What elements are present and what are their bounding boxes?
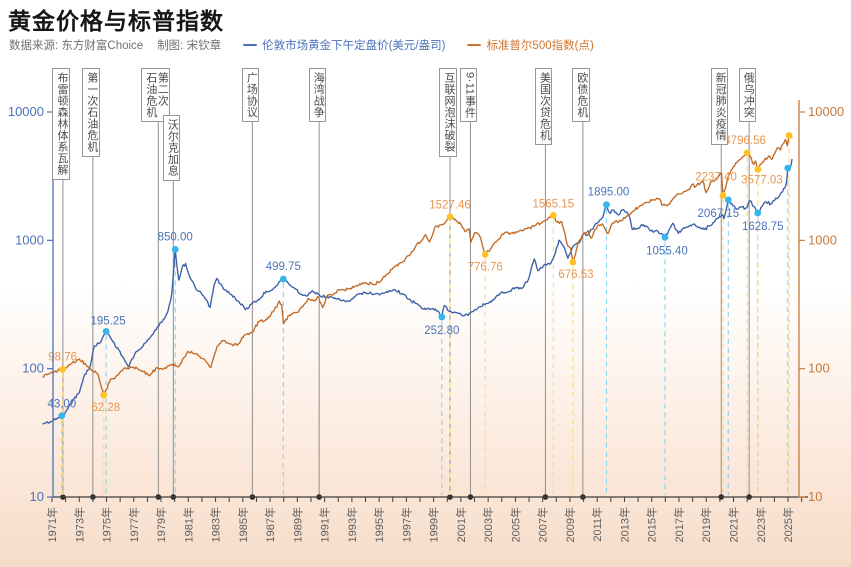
gold-marker-dot (102, 327, 110, 335)
gold-marker-dot (58, 412, 66, 420)
sp500-marker-dot (59, 365, 67, 373)
x-tick-label: 1971年 (45, 507, 59, 542)
gold-marker-dot (724, 196, 732, 204)
y-left-tick-label: 100 (22, 361, 44, 376)
value-label: 2067.15 (698, 208, 740, 220)
gold-marker-dot (279, 275, 287, 283)
x-tick-label: 1985年 (236, 507, 250, 542)
x-tick-label: 2005年 (508, 507, 522, 542)
value-label: 676.53 (558, 269, 593, 281)
gold-legend-label: 伦敦市场黄金下午定盘价(美元/盎司) (262, 40, 446, 52)
series-lines-layer (42, 134, 793, 425)
value-label: 1527.46 (429, 200, 471, 212)
y-right-tick-label: 100 (808, 361, 830, 376)
x-tick-label: 2017年 (672, 507, 686, 542)
gold-marker-dot (603, 201, 610, 209)
x-tick-label: 1977年 (127, 507, 141, 542)
sp500-marker-dot (754, 165, 762, 173)
value-label: 1628.75 (742, 221, 784, 233)
meta-row: 数据来源: 东方财富Choice 制图: 宋钦章 伦敦市场黄金下午定盘价(美元/… (9, 37, 616, 53)
value-label: 1565.15 (533, 198, 575, 210)
y-right-tick-label: 1000 (808, 232, 837, 247)
sp500-marker-dot (549, 211, 557, 219)
gold-marker-dot (171, 245, 179, 253)
y-left-tick-label: 1000 (15, 232, 44, 247)
event-lines-layer (60, 78, 752, 500)
gold-legend-dash-icon (243, 43, 258, 47)
x-tick-label: 1989年 (290, 507, 304, 542)
value-label: 195.25 (91, 315, 126, 327)
sp500-legend-dash-icon (467, 43, 482, 47)
x-tick-label: 1983年 (209, 507, 223, 542)
x-tick-label: 2025年 (781, 507, 795, 542)
page-title: 黄金价格与标普指数 (8, 8, 224, 34)
y-right-tick-label: 10000 (808, 104, 844, 119)
sp500-marker-dot (569, 258, 577, 266)
value-label: 62.28 (91, 402, 120, 414)
x-tick-label: 2009年 (563, 507, 577, 542)
value-label: 98.76 (48, 351, 77, 363)
x-tick-label: 1999年 (427, 507, 441, 542)
legend-item-gold: 伦敦市场黄金下午定盘价(美元/盎司) (243, 37, 445, 53)
value-label: 1055.40 (646, 245, 688, 257)
x-tick-label: 2011年 (590, 507, 604, 542)
gold-series-line (42, 158, 793, 425)
value-label: 4796.56 (724, 135, 766, 147)
value-label: 2237.40 (695, 171, 737, 183)
x-tick-label: 1975年 (100, 507, 114, 542)
y-right-tick-label: 10 (808, 489, 822, 504)
sp500-series-line (42, 134, 793, 396)
x-tick-label: 1993年 (345, 507, 359, 542)
chart-credit-label: 制图: 宋钦章 (157, 40, 222, 52)
x-tick-label: 2023年 (754, 507, 768, 542)
gold-marker-dot (438, 313, 446, 321)
sp500-marker-dot (785, 132, 793, 139)
y-left-tick-label: 10 (30, 489, 44, 504)
sp500-marker-dot (719, 192, 727, 199)
legend-item-sp500: 标准普尔500指数(点) (467, 37, 594, 53)
x-tick-label: 1987年 (263, 507, 277, 542)
gold-marker-dot (754, 209, 762, 217)
marker-droplines-layer (61, 139, 790, 495)
gold-marker-dot (661, 233, 669, 241)
axes-layer: 1971年 1973年 1975年 1977年 1979年 1981年 1983年 1985年… (8, 100, 844, 542)
sp500-marker-dot (100, 391, 108, 399)
value-label: 776.76 (468, 261, 503, 273)
x-tick-label: 1981年 (181, 507, 195, 542)
value-label: 252.80 (424, 325, 459, 337)
sp500-marker-dot (481, 251, 489, 258)
value-label: 3577.03 (741, 174, 783, 186)
x-tick-label: 1991年 (318, 507, 332, 542)
x-tick-label: 2001年 (454, 507, 468, 542)
value-labels-layer: 43.00 195.25 850.00 499.75 252.80 1895.00 1055… (47, 135, 783, 414)
value-label: 850.00 (158, 231, 193, 243)
sp500-marker-dot (743, 149, 751, 157)
value-label: 43.00 (47, 399, 76, 411)
x-tick-label: 1997年 (399, 507, 413, 542)
x-tick-label: 1995年 (372, 507, 386, 542)
sp500-legend-label: 标准普尔500指数(点) (486, 40, 594, 52)
x-tick-label: 2007年 (536, 507, 550, 542)
x-tick-label: 2019年 (699, 507, 713, 542)
gold-marker-dot (784, 164, 792, 172)
legend: 伦敦市场黄金下午定盘价(美元/盎司) 标准普尔500指数(点) (243, 37, 616, 53)
x-tick-label: 2013年 (617, 507, 631, 542)
y-left-tick-label: 10000 (8, 104, 44, 119)
x-tick-label: 1973年 (72, 507, 86, 542)
sp500-marker-dot (446, 213, 454, 221)
x-tick-label: 1979年 (154, 507, 168, 542)
value-label: 499.75 (266, 261, 301, 273)
x-tick-label: 2021年 (727, 507, 741, 542)
x-tick-label: 2015年 (645, 507, 659, 542)
value-label: 1895.00 (588, 187, 630, 199)
data-source-label: 数据来源: 东方财富Choice (9, 40, 144, 52)
marker-dots-layer (58, 132, 793, 420)
x-tick-label: 2003年 (481, 507, 495, 542)
